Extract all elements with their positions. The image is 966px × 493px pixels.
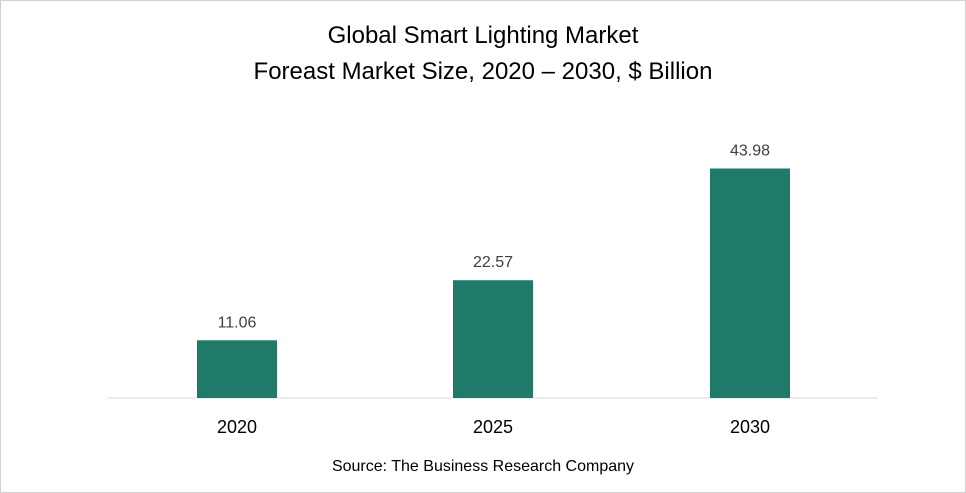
bar-2025	[453, 280, 533, 398]
chart-subtitle: Foreast Market Size, 2020 – 2030, $ Bill…	[253, 58, 713, 85]
data-label-2025: 22.57	[473, 254, 513, 271]
data-label-2020: 11.06	[218, 314, 257, 331]
chart-title: Global Smart Lighting Market	[327, 22, 639, 49]
data-label-2030: 43.98	[730, 143, 770, 160]
x-tick-label-2025: 2025	[473, 417, 513, 437]
source-note: Source: The Business Research Company	[331, 458, 635, 475]
x-tick-label-2020: 2020	[217, 417, 257, 437]
x-tick-label-2030: 2030	[730, 417, 770, 437]
bar-2030	[710, 168, 790, 398]
bar-2020	[197, 340, 277, 398]
